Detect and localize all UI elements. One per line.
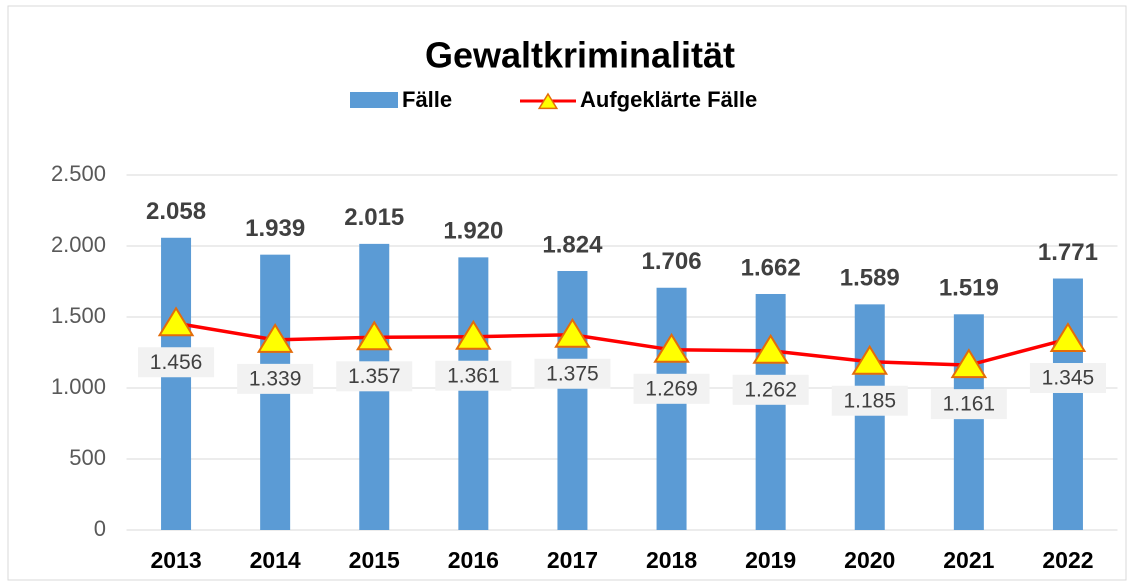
line-value-label: 1.262 [744,378,797,401]
bar [1052,278,1083,530]
bar [755,293,786,530]
line-value-label: 1.456 [150,351,203,374]
line-value-label: 1.345 [1042,367,1095,390]
bar-value-label: 1.662 [741,254,801,281]
line-value-label: 1.357 [348,365,401,388]
x-tick-label: 2020 [844,547,895,573]
x-tick-label: 2022 [1042,547,1093,573]
y-tick-label: 2.000 [51,232,106,257]
legend-swatch [350,92,398,108]
y-tick-label: 0 [94,516,106,541]
line-value-label: 1.269 [645,377,698,400]
x-tick-label: 2014 [250,547,301,573]
value-label-box [732,374,809,405]
value-label-box [1029,363,1106,394]
bar-value-label: 2.058 [146,198,206,225]
legend-marker [537,92,559,110]
line-marker [455,319,492,350]
bar-value-label: 1.771 [1038,239,1098,266]
value-label-box [237,363,314,394]
line-marker [355,320,393,351]
x-tick-label: 2016 [448,547,499,573]
y-tick-label: 500 [69,445,106,470]
bar-value-label: 1.706 [642,248,702,275]
line-marker [256,322,294,353]
y-tick-label: 1.500 [51,303,106,328]
y-tick-label: 1.000 [51,374,106,399]
line-value-label: 1.375 [546,362,599,385]
line-marker [950,348,988,379]
line-marker [851,344,889,375]
line-marker [752,333,789,364]
x-tick-label: 2017 [547,547,598,573]
bar [161,237,192,530]
line-marker [1049,322,1087,353]
bar-value-label: 1.824 [542,231,603,258]
legend-label: Aufgeklärte Fälle [580,87,757,112]
x-tick-label: 2013 [150,547,201,573]
value-label-box [534,358,611,389]
x-tick-label: 2021 [943,547,994,573]
line-value-label: 1.185 [843,389,896,412]
bar-value-label: 2.015 [344,204,404,231]
x-tick-label: 2019 [745,547,796,573]
line-value-label: 1.361 [447,364,500,387]
bar-value-label: 1.519 [939,275,999,302]
line-marker [653,332,690,363]
bar [854,304,885,530]
chart-title: Gewaltkriminalität [425,35,735,76]
bar [656,287,687,530]
line-marker [554,317,591,348]
x-tick-label: 2018 [646,547,697,573]
value-label-box [930,389,1007,420]
bar [458,257,489,530]
line-marker [157,306,195,337]
bar-value-label: 1.920 [443,218,503,245]
y-tick-label: 2.500 [51,161,106,186]
value-label-box [633,373,710,404]
x-tick-label: 2015 [349,547,400,573]
value-label-box [435,360,512,391]
value-label-box [831,385,908,416]
line-value-label: 1.339 [249,367,302,390]
bar-value-label: 1.589 [840,265,900,292]
bar [557,270,588,530]
line-value-label: 1.161 [943,393,996,416]
legend-label: Fälle [402,87,452,112]
line [175,321,1069,367]
value-label-box [138,347,215,378]
value-label-box [336,361,413,392]
bar [953,314,984,530]
bar-value-label: 1.939 [245,215,305,242]
